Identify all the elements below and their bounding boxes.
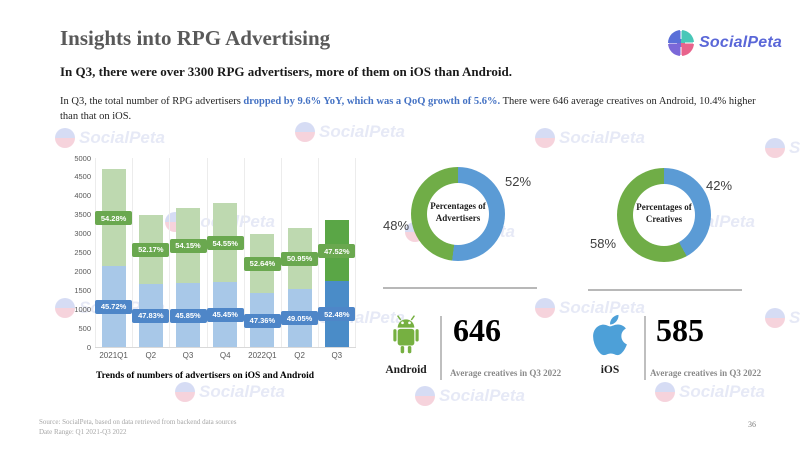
android-stat-divider [383,287,537,289]
watermark-pie-icon [55,298,75,318]
donut-hole [633,184,695,246]
x-axis-category-label: Q3 [182,351,194,360]
y-axis-tick-label: 1500 [74,285,91,295]
footer-source: Source: SocialPeta, based on data retrie… [39,418,237,426]
socialpeta-logo: SocialPeta [668,30,782,56]
gridline [95,158,96,347]
socialpeta-watermark: SocialPeta [765,308,800,328]
watermark-pie-icon [765,138,785,158]
android-stat-caption: Average creatives in Q3 2022 [450,368,562,378]
ios-avg-creatives-value: 585 [656,312,704,348]
creatives-ios-pct-label: 42% [706,178,733,193]
body-highlight: dropped by 9.6% YoY, which was a QoQ gro… [243,96,501,107]
ios-platform-label: iOS [600,364,620,376]
watermark-pie-icon [295,122,315,142]
socialpeta-watermark: SocialPeta [535,298,645,318]
advertisers-ios-pct-label: 52% [505,174,532,189]
x-axis-category-label: Q3 [331,351,343,360]
donut-hole [427,183,489,245]
y-axis-tick-label: 1000 [74,304,91,314]
android-pct-label: 54.55% [206,236,244,250]
android-pct-label: 52.64% [243,256,281,271]
y-axis-tick-label: 2500 [74,248,91,257]
ios-pct-label: 45.85% [169,308,207,323]
creatives-android-pct-label: 58% [590,236,617,251]
bar-chart: Trends of numbers of advertisers on iOS … [55,152,385,397]
donut-chart-creatives: Percentages of Creatives [617,168,711,262]
gridline [206,158,208,347]
body-suffix: There were 646 average creatives on Andr… [60,96,756,123]
socialpeta-watermark: SocialPeta [655,382,765,402]
page-title: Insights into RPG Advertising [60,26,331,50]
gridline [243,158,245,347]
socialpeta-watermark: SocialPeta [295,122,405,142]
slide-subtitle: In Q3, there were over 3300 RPG advertis… [60,64,512,79]
y-axis-tick-label: 2000 [74,266,91,276]
watermark-pie-icon [655,382,675,402]
socialpeta-watermark: SocialPeta [765,138,800,158]
socialpeta-watermark: SocialPeta [415,386,525,406]
android-icon [393,315,419,354]
page-number: 36 [748,420,756,429]
x-axis-line [95,347,356,348]
advertisers-android-pct-label: 48% [383,218,410,233]
ios-stat-vline [644,316,646,380]
slide-body-text: In Q3, the total number of RPG advertise… [60,94,766,124]
watermark-pie-icon [765,308,785,328]
x-axis-category-label: 2021Q1 [99,351,128,360]
watermark-pie-icon [55,128,75,148]
y-axis-tick-label: 4000 [74,191,91,201]
watermark-pie-icon [175,382,195,402]
watermark-pie-icon [535,298,555,318]
android-platform-label: Android [385,364,427,376]
y-axis-tick-label: 4500 [74,172,91,182]
ios-stat-caption: Average creatives in Q3 2022 [650,368,762,378]
android-avg-creatives-value: 646 [453,312,501,348]
ios-pct-label: 45.45% [206,307,244,322]
socialpeta-logo-icon [668,30,695,56]
android-pct-label: 54.28% [95,211,133,226]
footer-date-range: Date Range: Q1 2021-Q3 2022 [39,427,127,436]
gridline [355,158,357,347]
android-pct-label: 50.95% [281,251,319,266]
watermark-pie-icon [535,128,555,148]
body-prefix: In Q3, the total number of RPG advertise… [60,96,244,107]
socialpeta-watermark: SocialPeta [55,128,165,148]
socialpeta-watermark: SocialPeta [175,382,285,402]
x-axis-category-label: Q4 [219,351,231,360]
android-pct-label: 54.15% [169,238,207,253]
ios-pct-label: 47.36% [243,313,281,328]
socialpeta-watermark: SocialPeta [535,128,645,148]
bar-chart-caption: Trends of numbers of advertisers on iOS … [95,371,314,381]
watermark-pie-icon [415,386,435,406]
footer: Source: SocialPeta, based on data retrie… [39,418,236,438]
ios-pct-label: 52.48% [318,307,356,322]
apple-icon [593,314,627,356]
ios-pct-label: 49.05% [281,311,319,326]
ios-stat-divider [588,289,742,291]
y-axis-tick-label: 0 [86,342,91,352]
x-axis-category-label: 2022Q1 [248,351,277,360]
socialpeta-logo-text: SocialPeta [699,34,782,51]
y-axis-tick-label: 3500 [74,210,91,220]
donut-chart-advertisers: Percentages of Advertisers [411,167,505,261]
y-axis-tick-label: 500 [78,323,91,333]
android-pct-label: 52.17% [132,242,170,257]
android-stat-vline [440,316,442,380]
ios-pct-label: 47.83% [132,308,170,323]
y-axis-tick-label: 5000 [74,153,91,163]
x-axis-category-label: Q2 [294,351,305,360]
ios-pct-label: 45.72% [95,299,133,314]
donut-center-label: Percentages of Advertisers [430,201,486,223]
y-axis-tick-label: 3000 [74,229,91,239]
donut-center-label: Percentages of Creatives [636,202,692,224]
android-pct-label: 47.52% [318,244,356,258]
x-axis-category-label: Q2 [145,351,157,360]
